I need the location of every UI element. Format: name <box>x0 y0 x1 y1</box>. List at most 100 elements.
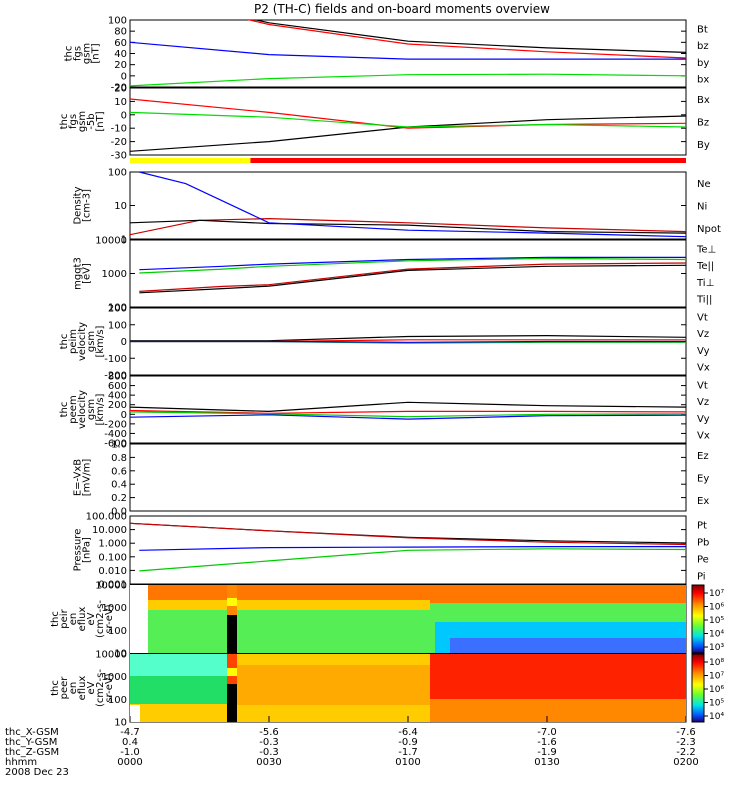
series-Vx <box>130 414 686 420</box>
ytick-label: 20 <box>114 60 127 71</box>
legend-entry: bz <box>697 41 709 52</box>
legend-entry: Ez <box>697 451 709 462</box>
xaxis-value: -4.7 <box>120 727 140 738</box>
status-bar <box>130 158 686 163</box>
panel-density: 100 10 1 Density[cm-3] Ne Ni Npot <box>73 168 721 246</box>
ylabel-line: en <box>68 682 79 695</box>
peir-gap-mid <box>227 598 237 606</box>
ytick-label: -200 <box>104 419 127 430</box>
ylabel-line: [eV] <box>82 263 93 284</box>
colorbar-tick-label: 10⁷ <box>709 672 724 682</box>
ytick-label: 100 <box>108 320 127 331</box>
legend-entry: Vt <box>697 380 708 391</box>
ylabel-line: -5b <box>86 113 97 129</box>
ylabel-line: peem <box>68 395 79 423</box>
panel-frame-pressure <box>129 515 687 585</box>
ylabel-line: gsm <box>77 111 88 132</box>
xaxis-value: -6.4 <box>398 727 418 738</box>
ylabel-line: [mV/m] <box>82 459 93 497</box>
ytick-label: 0.010 <box>98 566 127 577</box>
colorbar-tick-label: 10⁶ <box>709 603 724 613</box>
ytick-label: 100 <box>108 626 127 637</box>
ytick-label: 10.000 <box>92 525 127 536</box>
ytick-label: 0.001 <box>98 580 127 591</box>
xaxis-value: -7.0 <box>537 727 557 738</box>
legend-entry: bx <box>697 75 709 86</box>
ytick-label: 100 <box>108 695 127 706</box>
panel-frame-efield <box>129 443 687 512</box>
ylabel-line: (cm2-s- <box>95 669 106 707</box>
xaxis-time-label: 0200 <box>673 757 698 768</box>
ylabel-line: thc <box>50 611 61 627</box>
peer-gap <box>227 654 237 722</box>
legend-entry: Ne <box>697 179 711 190</box>
series-Bx <box>130 115 686 152</box>
legend-entry: Ti⊥ <box>696 278 714 289</box>
ytick-label: 0 <box>121 410 127 421</box>
ytick-label: -30 <box>111 151 127 162</box>
spectrogram-peir <box>130 585 686 653</box>
legend-entry: Vy <box>697 414 710 425</box>
xaxis-row-label: thc_Y-GSM <box>5 737 57 748</box>
legend-entry: Pi <box>697 572 706 583</box>
ylabel-pressure: Pressure[nPa] <box>73 529 93 572</box>
ytick-label: 600 <box>108 381 127 392</box>
ylabel-line: [nPa] <box>82 537 93 563</box>
legend-pressure: Pt Pb Pe Pi <box>697 521 709 583</box>
ytick-label: 10000 <box>95 581 127 592</box>
ylabel-line: Density <box>73 186 84 224</box>
xaxis-row-label: thc_Z-GSM <box>5 747 59 758</box>
xaxis-value: -2.2 <box>676 747 696 758</box>
ytick-label: 100 <box>108 303 127 314</box>
ytick-label: 10 <box>114 649 127 660</box>
ytick-label: 1.000 <box>98 539 127 550</box>
colorbar-tick-label: 10⁶ <box>709 685 724 695</box>
xaxis-value: -1.7 <box>398 747 418 758</box>
legend-entry: Vx <box>697 431 710 442</box>
ytick-label: 200 <box>108 400 127 411</box>
ytick-label: 800 <box>108 372 127 383</box>
series-Bz <box>130 98 686 129</box>
legend-entry: Vt <box>697 312 708 323</box>
ytick-label: 100.000 <box>86 512 127 523</box>
peer-red-upper <box>430 654 686 699</box>
ytick-label: -400 <box>104 429 127 440</box>
chart-title: P2 (TH-C) fields and on-board moments ov… <box>254 2 550 16</box>
ylabel-line: eV <box>86 612 97 625</box>
ylabel-line: en <box>68 613 79 626</box>
ylabel-line: Pressure <box>73 529 84 572</box>
ylabel-line: eflux <box>77 676 88 701</box>
ylabel-line: thc <box>59 334 70 350</box>
legend-entry: Ey <box>697 474 709 485</box>
legend-entry: Vz <box>697 329 709 340</box>
ytick-label: 0.100 <box>98 552 127 563</box>
colorbar-1 <box>691 584 705 654</box>
ytick-label: 1000 <box>102 672 127 683</box>
xaxis-value: -5.6 <box>259 727 279 738</box>
panel-pressure: 100.000 10.000 1.000 0.100 0.010 0.001 Pressur… <box>73 512 710 591</box>
series-Te⊥ <box>139 262 686 292</box>
xaxis-time-label: 0000 <box>117 757 142 768</box>
series-Ni <box>130 219 686 234</box>
xaxis-value: -1.9 <box>537 747 557 758</box>
ytick-label: 0 <box>121 110 127 121</box>
ylabel-efield: E=-VxB[mV/m] <box>73 459 93 497</box>
ytick-label: 0 <box>121 71 127 82</box>
series-by <box>130 73 686 87</box>
ylabel-line: [nT] <box>95 111 106 131</box>
ytick-label: 400 <box>108 391 127 402</box>
legend-entry: Ex <box>697 496 709 507</box>
peir-blue-deep <box>450 638 686 653</box>
series-Ti|| <box>139 257 686 274</box>
series-Ne <box>130 217 686 236</box>
ylabel-line: peer <box>59 676 70 700</box>
legend-entry: Vx <box>697 363 710 374</box>
spectrogram-peer <box>130 654 686 722</box>
ylabel-line: peim <box>68 329 79 354</box>
